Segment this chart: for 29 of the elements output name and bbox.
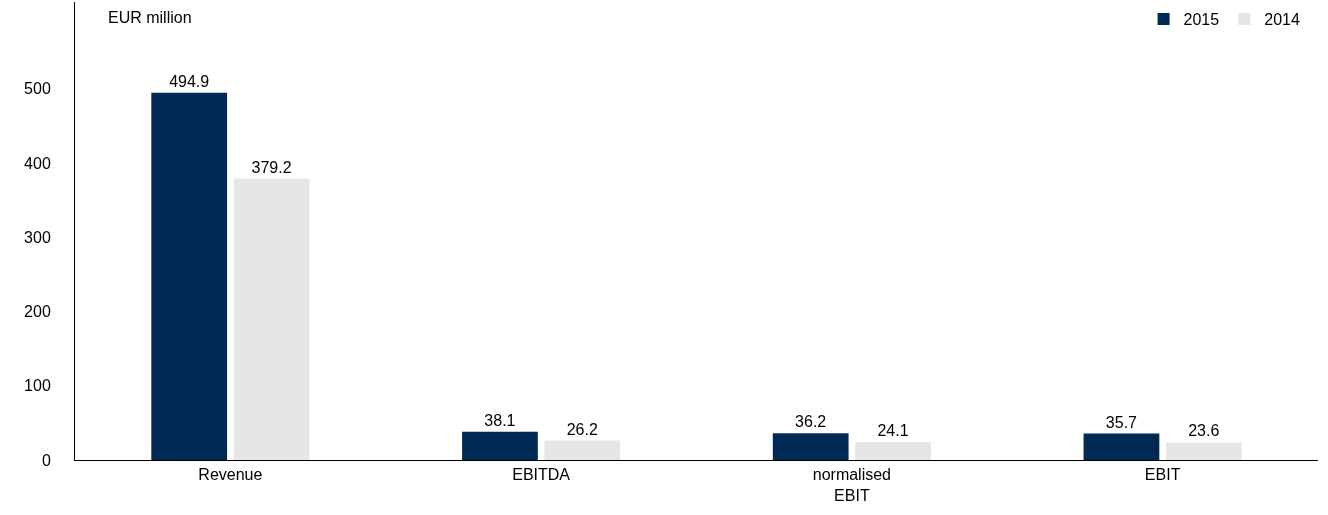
x-tick-label: Revenue <box>198 466 263 484</box>
data-label: 379.2 <box>251 158 292 176</box>
legend-label: 2015 <box>1183 11 1220 29</box>
bar <box>462 431 538 460</box>
y-tick-label: 400 <box>24 154 51 172</box>
x-tick-label: normalised EBIT <box>812 466 892 504</box>
data-label: 38.1 <box>484 411 516 429</box>
x-tick-label: EBIT <box>1144 466 1181 484</box>
bar <box>1083 433 1160 460</box>
y-tick-label: 0 <box>41 451 51 469</box>
bar <box>855 442 931 460</box>
legend-label: 2014 <box>1264 11 1300 29</box>
x-tick-label: EBITDA <box>512 466 571 484</box>
bar <box>151 92 228 460</box>
data-label: 35.7 <box>1105 413 1138 431</box>
y-tick-label: 500 <box>24 80 51 98</box>
data-label: 24.1 <box>877 422 909 440</box>
data-label: 494.9 <box>169 72 210 90</box>
y-axis-title: EUR million <box>108 9 192 26</box>
bar <box>233 178 310 460</box>
data-label: 26.2 <box>566 420 598 438</box>
bar <box>772 433 849 460</box>
y-tick-label: 100 <box>24 377 51 395</box>
bar <box>1165 442 1242 460</box>
bar <box>544 440 621 460</box>
data-label: 36.2 <box>795 413 827 431</box>
y-tick-label: 200 <box>24 303 51 321</box>
data-label: 23.6 <box>1188 422 1220 440</box>
y-tick-label: 300 <box>24 228 51 246</box>
